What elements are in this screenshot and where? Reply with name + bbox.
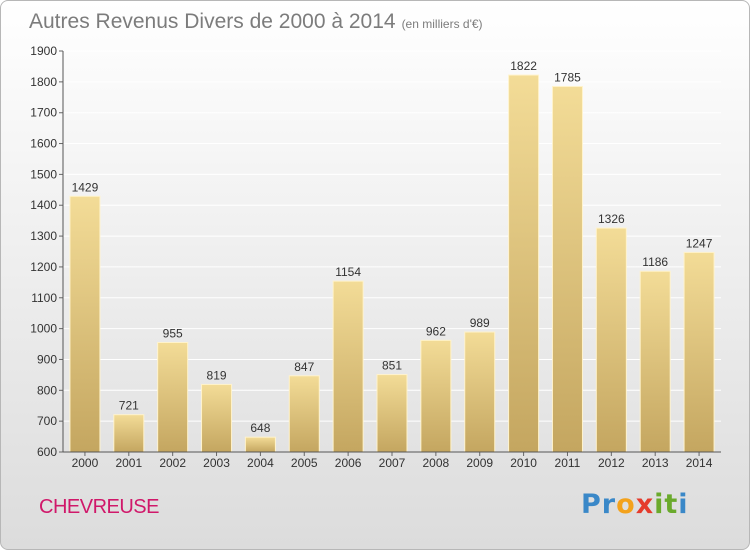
bar	[683, 251, 715, 453]
y-tick-label: 1700	[30, 106, 57, 120]
y-tick-label: 1300	[30, 229, 57, 243]
axes: 600 700 800 900 1000 1100 1200 1300 1400 1500 1600…	[30, 44, 721, 470]
bar	[508, 74, 540, 453]
bar	[420, 339, 452, 453]
chart-title-text: Autres Revenus Divers de 2000 à 2014	[29, 10, 396, 33]
location-name: CHEVREUSE	[39, 496, 159, 518]
bar-value-label: 1822	[510, 59, 537, 73]
bar-value-label: 1154	[335, 265, 361, 279]
bar	[244, 436, 276, 453]
bar-value-label: 1429	[72, 180, 99, 194]
bar-value-label: 989	[470, 316, 490, 330]
chart-title: Autres Revenus Divers de 2000 à 2014 (en …	[29, 10, 483, 34]
logo-letter: r	[601, 489, 617, 520]
bar	[639, 270, 671, 453]
bar-value-label: 1186	[642, 255, 668, 269]
y-tick-label: 1800	[30, 75, 57, 89]
bar-value-label: 1785	[554, 70, 581, 84]
x-tick-label: 2012	[598, 456, 625, 470]
proxiti-logo: Proxiti	[581, 489, 689, 520]
bar-value-label: 819	[207, 368, 227, 382]
bar-value-label: 851	[382, 359, 402, 373]
bar	[376, 374, 408, 453]
logo-letter: P	[581, 489, 602, 520]
x-tick-label: 2007	[379, 456, 406, 470]
x-tick-label: 2014	[686, 456, 713, 470]
y-tick-label: 1100	[31, 291, 57, 305]
logo-letter: o	[616, 489, 636, 520]
x-tick-label: 2001	[115, 456, 142, 470]
y-tick-label: 1400	[30, 198, 57, 212]
bar-value-label: 955	[163, 326, 183, 340]
y-tick-label: 900	[37, 352, 57, 366]
y-tick-label: 800	[37, 383, 57, 397]
x-tick-label: 2005	[291, 456, 318, 470]
chart-unit: (en milliers d'€)	[401, 17, 483, 31]
bar-value-label: 962	[426, 324, 446, 338]
x-tick-label: 2000	[72, 456, 99, 470]
y-tick-label: 600	[37, 445, 57, 459]
x-tick-label: 2010	[510, 456, 537, 470]
y-tick-label: 1600	[30, 137, 57, 151]
bar	[595, 227, 627, 453]
bar-value-label: 648	[250, 421, 270, 435]
bar-value-label: 721	[119, 399, 139, 413]
bar	[69, 195, 101, 453]
bar-value-label: 1326	[598, 212, 625, 226]
bar-value-label: 847	[294, 360, 314, 374]
logo-letter: x	[635, 489, 655, 520]
bar-value-label: 1247	[686, 236, 713, 250]
logo-letter: t	[664, 489, 679, 520]
bar	[113, 414, 145, 453]
x-tick-label: 2006	[335, 456, 362, 470]
bars: 1429 721 955 819 648 847 1154 851 962 989 1822 1785…	[69, 59, 715, 453]
bar	[551, 85, 583, 453]
bar	[201, 383, 233, 453]
y-tick-label: 1900	[30, 44, 57, 58]
bar	[464, 331, 496, 453]
y-tick-label: 1000	[30, 322, 57, 336]
x-tick-label: 2003	[203, 456, 230, 470]
bar	[157, 341, 189, 453]
logo-letter: i	[678, 489, 689, 520]
x-tick-label: 2002	[159, 456, 186, 470]
x-tick-label: 2011	[555, 456, 581, 470]
y-tick-label: 700	[37, 414, 57, 428]
bar	[288, 375, 320, 453]
x-tick-label: 2013	[642, 456, 669, 470]
x-tick-label: 2009	[466, 456, 493, 470]
bar	[332, 280, 364, 453]
x-tick-label: 2004	[247, 456, 274, 470]
y-tick-label: 1500	[30, 167, 57, 181]
logo-letter: i	[654, 489, 665, 520]
y-tick-label: 1200	[30, 260, 57, 274]
x-tick-label: 2008	[423, 456, 450, 470]
